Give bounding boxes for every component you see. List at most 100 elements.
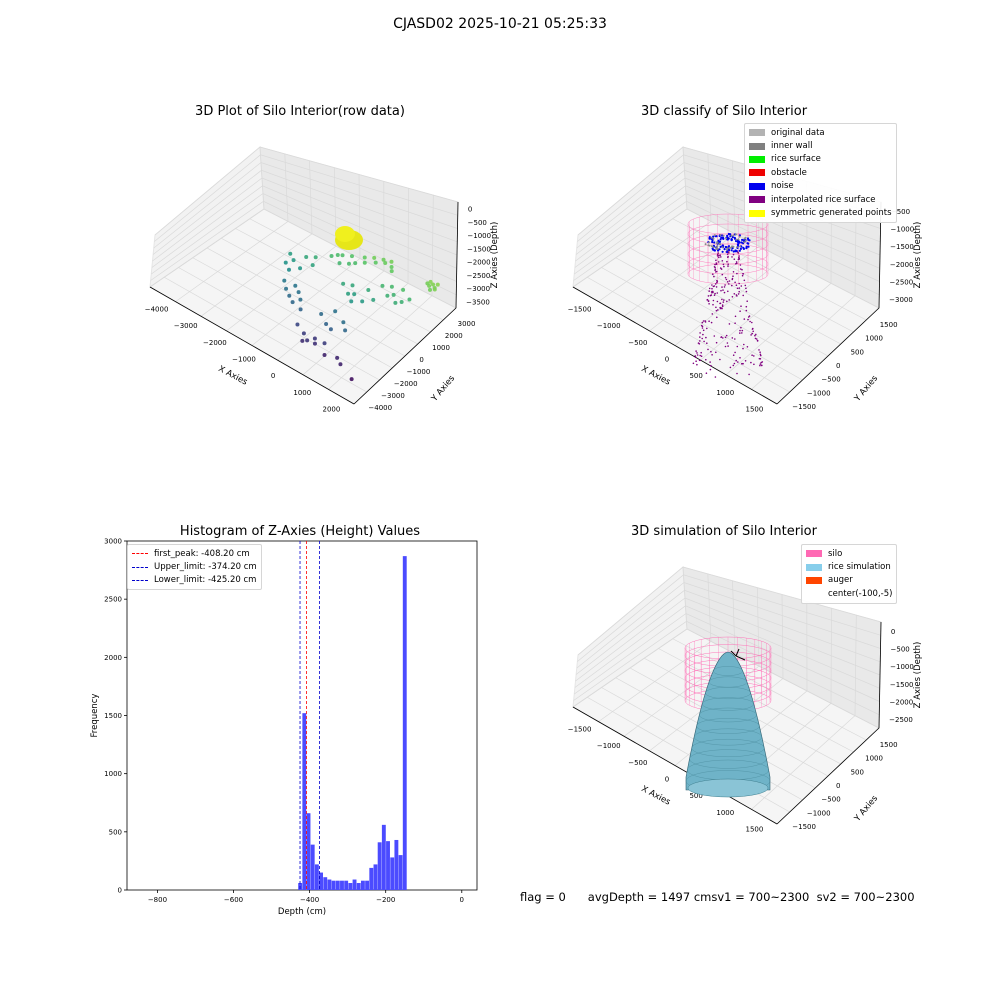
p3-axes-frame xyxy=(126,540,478,891)
p1-grid-z xyxy=(153,162,458,249)
p2-interpolated-point xyxy=(736,272,738,275)
p1-data-point xyxy=(383,260,388,265)
p2-interpolated-point xyxy=(734,322,736,325)
p2-noise-point xyxy=(730,238,733,241)
p1-data-point xyxy=(435,282,440,287)
p2-interpolated-point xyxy=(717,261,720,263)
p2-inner-wall-point xyxy=(737,238,740,241)
p1-data-point xyxy=(389,284,394,289)
p1-grid-z xyxy=(154,146,459,236)
p1-data-point xyxy=(298,297,303,302)
p1-dense-cluster-core xyxy=(335,226,355,242)
p2-inner-wall-point xyxy=(739,245,742,248)
legend-item-rice-surface: rice surface xyxy=(749,153,892,166)
avg-depth-text: avgDepth = 1497 cm xyxy=(587,890,712,904)
p1-y-axis xyxy=(353,307,457,405)
p2-interpolated-point xyxy=(745,309,748,312)
panel1-title: 3D Plot of Silo Interior(row data) xyxy=(195,104,405,119)
p2-interpolated-point xyxy=(760,354,762,357)
p2-interpolated-point xyxy=(713,294,716,297)
flag-text: flag = 0 xyxy=(520,890,566,904)
p2-interpolated-point xyxy=(706,327,708,330)
p2-interpolated-point xyxy=(708,303,710,305)
p3-histogram-bar xyxy=(314,864,319,890)
p2-interpolated-point xyxy=(759,364,761,367)
panel4-legend: silo rice simulation auger center(-100,-… xyxy=(801,544,898,604)
p2-grid-z xyxy=(575,177,881,262)
p2-interpolated-point xyxy=(723,291,726,294)
p2-interpolated-point xyxy=(714,376,717,378)
p2-y-tick: 1000 xyxy=(865,335,883,343)
p4-mound-contour xyxy=(699,707,757,723)
p1-z-tick: −1500 xyxy=(467,245,491,253)
p3-histogram-bar xyxy=(381,824,386,890)
p2-inner-wall-point xyxy=(708,244,711,247)
p2-interpolated-point xyxy=(701,337,703,340)
p2-noise-point xyxy=(720,236,723,239)
p2-interpolated-point xyxy=(715,286,718,288)
p4-y-tick: −1000 xyxy=(807,809,831,817)
p2-interpolated-point xyxy=(721,273,724,276)
p2-interpolated-point xyxy=(712,273,714,276)
p2-interpolated-point xyxy=(711,284,713,286)
p1-data-point xyxy=(360,299,365,304)
p4-grid-z xyxy=(577,566,882,656)
p2-interpolated-point xyxy=(702,320,705,322)
p2-interpolated-point xyxy=(708,320,710,323)
p4-z-tick: 0 xyxy=(891,628,895,636)
p4-y-tick: 1000 xyxy=(865,755,883,763)
p1-z-axis xyxy=(455,201,459,309)
p1-z-tick: −3500 xyxy=(466,298,490,306)
panel4-title: 3D simulation of Silo Interior xyxy=(631,524,817,539)
legend-label: first_peak: -408.20 cm xyxy=(154,548,250,559)
p1-x-tick: −2000 xyxy=(203,339,227,347)
p2-noise-point xyxy=(712,235,715,238)
p2-interpolated-point xyxy=(699,359,701,362)
p2-interpolated-point xyxy=(727,255,729,258)
p1-data-point xyxy=(399,300,404,305)
p1-data-point xyxy=(425,281,430,286)
p1-z-tick: −2500 xyxy=(467,272,491,280)
p2-interpolated-point xyxy=(746,300,748,303)
p3-histogram-bar xyxy=(302,713,307,890)
p3-y-tick-label: 3000 xyxy=(104,538,122,546)
legend-item-lower-limit: Lower_limit: -425.20 cm xyxy=(132,574,257,587)
p2-interpolated-point xyxy=(739,264,742,266)
p2-interpolated-point xyxy=(726,342,729,344)
p2-interpolated-point xyxy=(724,276,727,279)
p2-interpolated-point xyxy=(712,303,714,306)
legend-swatch xyxy=(806,576,822,584)
p3-histogram-bar xyxy=(377,842,382,890)
p1-x-axis xyxy=(149,286,355,405)
p2-z-tick: −1500 xyxy=(890,243,914,251)
p4-grid-z xyxy=(574,613,880,702)
p2-interpolated-point xyxy=(746,346,749,348)
p1-data-point xyxy=(431,282,436,287)
p2-interpolated-point xyxy=(720,256,722,258)
p2-inner-wall-point xyxy=(708,241,710,244)
p2-inner-wall-point xyxy=(722,234,725,237)
p1-data-point xyxy=(296,290,301,295)
legend-swatch xyxy=(806,550,822,558)
p2-interpolated-point xyxy=(743,343,745,346)
p3-histogram-bar xyxy=(386,841,390,890)
p1-data-point xyxy=(341,281,346,286)
p2-x-tick: 500 xyxy=(689,372,702,380)
p2-y-tick: 500 xyxy=(851,348,864,356)
p2-interpolated-point xyxy=(723,286,726,288)
p2-inner-wall-point xyxy=(743,241,746,244)
p2-noise-point xyxy=(734,250,737,253)
p4-grid-y xyxy=(672,638,867,741)
p4-x-tick: −1000 xyxy=(597,742,621,750)
p1-data-point xyxy=(338,362,343,367)
p1-data-point xyxy=(389,269,394,274)
legend-label: inner wall xyxy=(771,141,813,152)
p2-interpolated-point xyxy=(728,323,731,325)
p2-z-tick: −1000 xyxy=(891,226,915,234)
p2-interpolated-point xyxy=(761,364,763,367)
p2-interpolated-point xyxy=(724,284,726,286)
p2-interpolated-point xyxy=(750,361,752,364)
p2-interpolated-point xyxy=(714,269,716,272)
p2-interpolated-point xyxy=(742,272,744,275)
p2-interpolated-point xyxy=(694,356,697,359)
